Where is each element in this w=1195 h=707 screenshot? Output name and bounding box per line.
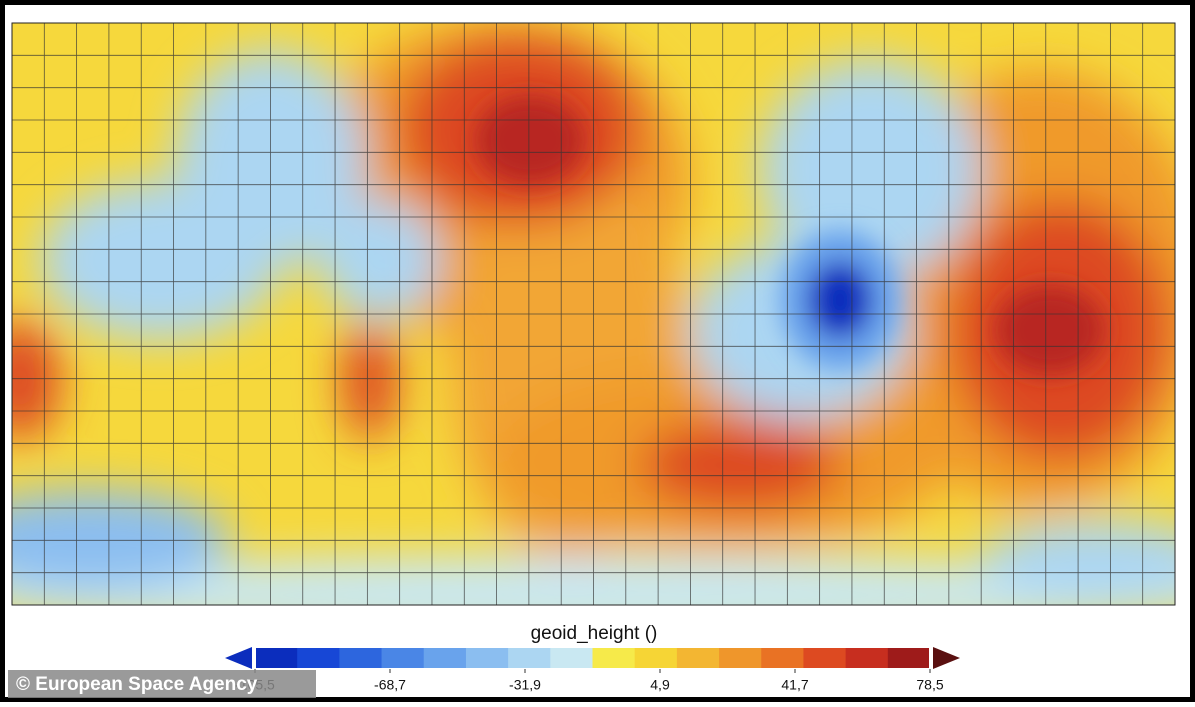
colorbar-swatch: [592, 647, 636, 669]
colorbar-swatch: [339, 647, 383, 669]
colorbar-label: geoid_height (): [531, 623, 658, 644]
colorbar-swatch: [508, 647, 551, 669]
colorbar-swatch: [550, 647, 593, 669]
colorbar-tick-label: 41,7: [781, 677, 808, 693]
colorbar-swatch: [465, 647, 509, 669]
colorbar-over: [933, 647, 960, 669]
colorbar-swatch: [297, 647, 340, 669]
credit: © European Space Agency: [16, 674, 258, 695]
colorbar-tick-label: -31,9: [509, 677, 541, 693]
colorbar-swatch: [845, 647, 889, 669]
colorbar: -105,5-68,7-31,94,941,778,5: [225, 646, 960, 693]
map-border: [11, 22, 1176, 606]
colorbar-outline: [254, 646, 931, 670]
colorbar-tick-label: 78,5: [916, 677, 943, 693]
colorbar-swatch: [803, 647, 847, 669]
credit-box: [8, 670, 316, 698]
colorbar-swatch: [761, 647, 804, 669]
colorbar-swatch: [423, 647, 467, 669]
colorbar-swatch: [676, 647, 720, 669]
colorbar-swatch: [381, 647, 425, 669]
colorbar-tick-label: 4,9: [650, 677, 670, 693]
colorbar-swatch: [887, 647, 931, 669]
colorbar-under: [225, 647, 252, 669]
colorbar-swatch: [255, 647, 298, 669]
colorbar-swatch: [719, 647, 762, 669]
colorbar-swatch: [634, 647, 678, 669]
geoid-map: [12, 23, 1175, 605]
colorbar-tick-label: -68,7: [374, 677, 406, 693]
